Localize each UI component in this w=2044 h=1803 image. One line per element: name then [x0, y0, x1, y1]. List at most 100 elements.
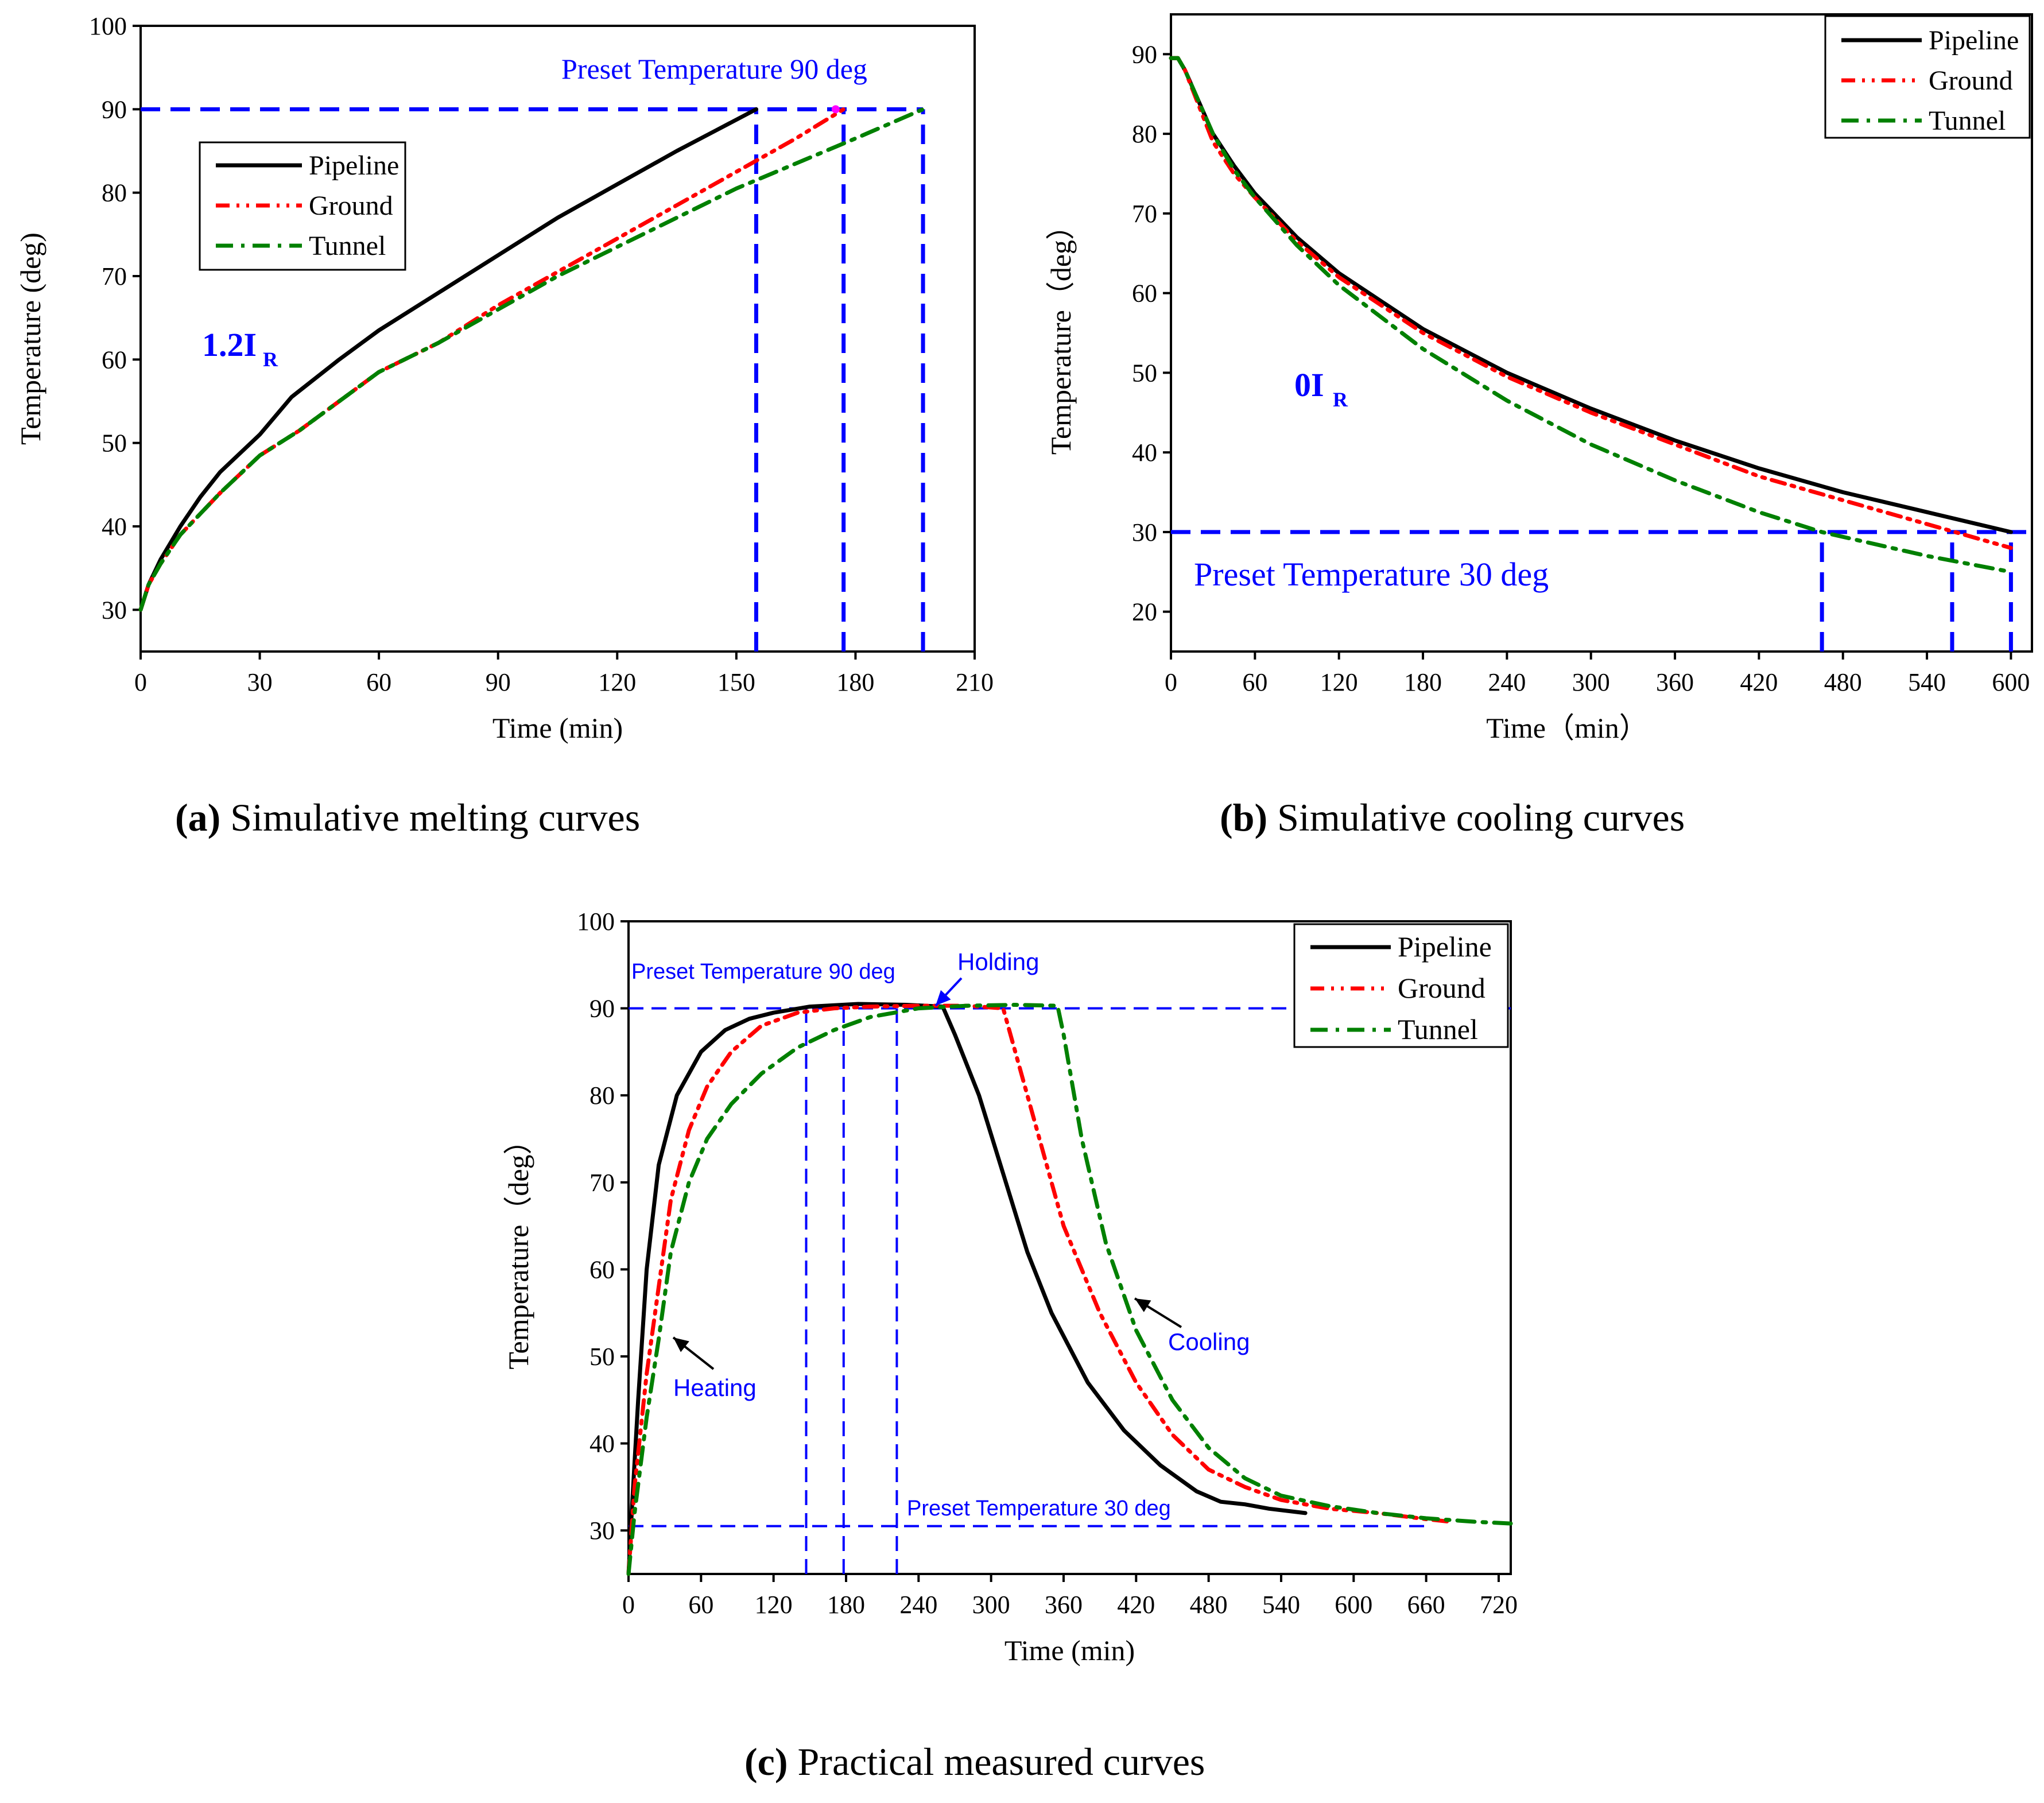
series-ground	[626, 1003, 1453, 1576]
y-axis-label: Temperature (deg)	[14, 232, 46, 445]
legend-label-tunnel: Tunnel	[309, 231, 386, 261]
preset-low-label: Preset Temperature 30 deg	[907, 1496, 1171, 1521]
series-tunnel	[138, 107, 925, 612]
cooling-label: Cooling	[1168, 1328, 1250, 1355]
x-tick-label: 90	[486, 668, 511, 696]
x-tick-label: 120	[755, 1591, 793, 1619]
current-label: 1.2I	[202, 326, 257, 363]
legend-label-ground: Ground	[1929, 65, 2013, 96]
heating-label: Heating	[673, 1374, 757, 1401]
x-tick-label: 420	[1740, 668, 1778, 696]
legend-label-tunnel: Tunnel	[1398, 1013, 1478, 1045]
x-tick-label: 210	[956, 668, 994, 696]
legend-label-pipeline: Pipeline	[1398, 930, 1492, 963]
y-axis-label: Temperature（deg）	[1045, 211, 1077, 455]
plot-frame	[1170, 13, 2033, 653]
x-tick-label: 540	[1908, 668, 1946, 696]
x-tick-label: 180	[836, 668, 874, 696]
x-tick-label: 0	[622, 1591, 635, 1619]
y-tick-label: 90	[1132, 40, 1157, 68]
x-axis-label: Time (min)	[492, 712, 623, 744]
cooling-arrow-head	[1135, 1298, 1151, 1312]
x-tick-label: 60	[1242, 668, 1267, 696]
y-tick-label: 80	[102, 179, 127, 207]
caption-a: (a) Simulative melting curves	[175, 796, 641, 839]
legend-label-pipeline: Pipeline	[1929, 25, 2019, 56]
y-tick-label: 100	[577, 908, 615, 936]
y-tick-label: 30	[102, 596, 127, 624]
legend-box	[199, 141, 406, 271]
y-tick-label: 90	[589, 995, 615, 1023]
y-tick-label: 30	[589, 1517, 615, 1545]
x-tick-label: 300	[972, 1591, 1010, 1619]
x-tick-label: 150	[717, 668, 755, 696]
chart-a: 0 30 60 90 120 150 180 210 30 40 50 60 70 80 90 100 Time…	[14, 12, 994, 744]
plot-frame	[139, 25, 976, 653]
y-tick-label: 30	[1132, 518, 1157, 546]
y-tick-label: 80	[1132, 120, 1157, 148]
current-subscript: R	[263, 348, 278, 371]
y-tick-label: 50	[589, 1343, 615, 1371]
series-pipeline	[138, 107, 758, 612]
x-tick-label: 240	[899, 1591, 937, 1619]
y-tick-label: 80	[589, 1081, 615, 1110]
x-tick-label: 0	[1165, 668, 1177, 696]
legend-label-ground: Ground	[1398, 972, 1486, 1004]
y-tick-label: 60	[589, 1255, 615, 1284]
x-tick-label: 360	[1656, 668, 1694, 696]
series-tunnel	[1169, 56, 2013, 574]
x-tick-label: 480	[1824, 668, 1862, 696]
series-tunnel	[626, 1003, 1513, 1576]
y-tick-label: 70	[1132, 200, 1157, 228]
preset-label: Preset Temperature 90 deg	[561, 53, 867, 85]
x-tick-label: 480	[1190, 1591, 1228, 1619]
legend-box	[1824, 15, 2031, 139]
y-tick-label: 40	[1132, 439, 1157, 467]
legend-box	[1293, 923, 1509, 1048]
y-tick-label: 90	[102, 95, 127, 123]
holding-arrow-head	[936, 990, 951, 1006]
x-tick-label: 360	[1045, 1591, 1083, 1619]
chart-c: 0 60 120 180 240 300 360 420 480 540 600 660 720 30 40…	[502, 908, 1518, 1666]
y-tick-label: 60	[1132, 280, 1157, 308]
y-tick-label: 50	[1132, 359, 1157, 387]
current-subscript: R	[1333, 388, 1348, 411]
y-tick-label: 50	[102, 429, 127, 457]
x-tick-label: 120	[598, 668, 636, 696]
x-axis-label: Time (min)	[1004, 1634, 1135, 1666]
caption-b: (b) Simulative cooling curves	[1220, 796, 1685, 839]
y-tick-label: 40	[102, 513, 127, 541]
x-tick-label: 540	[1262, 1591, 1300, 1619]
endpoint-marker	[831, 105, 840, 114]
preset-high-label: Preset Temperature 90 deg	[631, 960, 895, 984]
y-tick-label: 40	[589, 1430, 615, 1458]
preset-label: Preset Temperature 30 deg	[1194, 556, 1549, 593]
holding-label: Holding	[957, 948, 1039, 975]
x-tick-label: 60	[688, 1591, 713, 1619]
current-label: 0I	[1294, 366, 1324, 404]
x-tick-label: 720	[1480, 1591, 1518, 1619]
x-tick-label: 240	[1488, 668, 1526, 696]
y-axis-label: Temperature（deg）	[502, 1126, 534, 1369]
x-tick-label: 420	[1117, 1591, 1155, 1619]
y-tick-label: 70	[102, 262, 127, 290]
plot-frame	[627, 920, 1512, 1575]
chart-b: 0 60 120 180 240 300 360 420 480 540 600 20 30 40 50 60…	[1045, 13, 2033, 744]
x-tick-label: 300	[1572, 668, 1610, 696]
x-tick-label: 600	[1992, 668, 2030, 696]
y-tick-label: 70	[589, 1169, 615, 1197]
x-tick-label: 600	[1335, 1591, 1372, 1619]
x-tick-label: 660	[1407, 1591, 1445, 1619]
y-tick-label: 20	[1132, 598, 1157, 626]
x-tick-label: 180	[827, 1591, 865, 1619]
legend-label-tunnel: Tunnel	[1929, 106, 2006, 136]
series-pipeline	[626, 1002, 1308, 1576]
y-tick-label: 100	[89, 12, 127, 40]
x-tick-label: 120	[1320, 668, 1358, 696]
heating-arrow-head	[673, 1337, 689, 1352]
x-tick-label: 60	[366, 668, 391, 696]
caption-c: (c) Practical measured curves	[744, 1740, 1205, 1783]
x-tick-label: 30	[247, 668, 273, 696]
legend-label-pipeline: Pipeline	[309, 150, 399, 181]
